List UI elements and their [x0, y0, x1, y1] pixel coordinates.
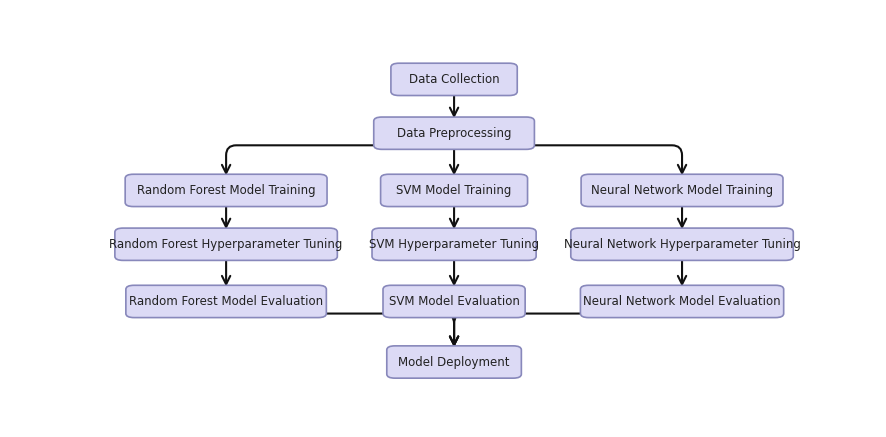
FancyBboxPatch shape	[126, 285, 326, 318]
FancyBboxPatch shape	[581, 174, 783, 207]
Text: Data Collection: Data Collection	[408, 73, 500, 86]
FancyBboxPatch shape	[374, 117, 534, 149]
Text: SVM Model Evaluation: SVM Model Evaluation	[389, 295, 519, 308]
Text: Random Forest Hyperparameter Tuning: Random Forest Hyperparameter Tuning	[109, 238, 343, 251]
FancyBboxPatch shape	[372, 228, 536, 260]
FancyBboxPatch shape	[387, 346, 521, 378]
Text: Random Forest Model Training: Random Forest Model Training	[136, 184, 315, 197]
Text: SVM Hyperparameter Tuning: SVM Hyperparameter Tuning	[369, 238, 540, 251]
Text: Data Preprocessing: Data Preprocessing	[397, 127, 511, 140]
FancyBboxPatch shape	[115, 228, 338, 260]
FancyBboxPatch shape	[571, 228, 793, 260]
Text: Neural Network Model Evaluation: Neural Network Model Evaluation	[583, 295, 781, 308]
Text: Neural Network Hyperparameter Tuning: Neural Network Hyperparameter Tuning	[563, 238, 800, 251]
FancyBboxPatch shape	[391, 63, 517, 96]
FancyBboxPatch shape	[383, 285, 525, 318]
Text: Model Deployment: Model Deployment	[399, 356, 509, 368]
FancyBboxPatch shape	[580, 285, 783, 318]
Text: Random Forest Model Evaluation: Random Forest Model Evaluation	[129, 295, 323, 308]
Text: Neural Network Model Training: Neural Network Model Training	[591, 184, 773, 197]
FancyBboxPatch shape	[381, 174, 527, 207]
FancyBboxPatch shape	[125, 174, 327, 207]
Text: SVM Model Training: SVM Model Training	[396, 184, 512, 197]
